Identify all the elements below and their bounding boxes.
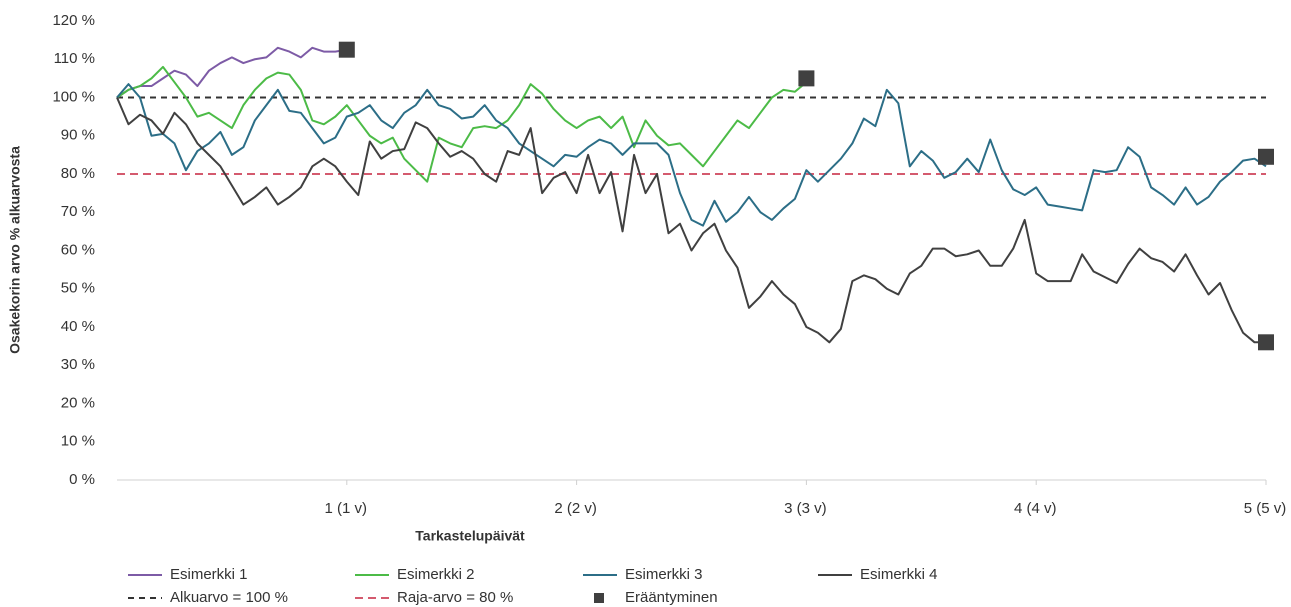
y-tick-label: 70 %: [61, 203, 95, 220]
maturity-marker: [338, 41, 355, 58]
y-tick-label: 120 %: [52, 12, 95, 29]
y-axis-label: Osakekorin arvo % alkuarvosta: [7, 146, 23, 354]
legend-label: Esimerkki 3: [625, 566, 703, 583]
maturity-marker: [798, 70, 815, 87]
series-line: [116, 97, 1266, 344]
legend-swatch: [594, 593, 604, 603]
legend-label: Alkuarvo = 100 %: [170, 589, 288, 606]
y-tick-label: 80 %: [61, 165, 95, 182]
y-tick-label: 20 %: [61, 394, 95, 411]
y-tick-label: 10 %: [61, 433, 95, 450]
x-tick-label: 1 (1 v): [325, 500, 368, 517]
y-tick-label: 100 %: [52, 88, 95, 105]
series-line: [116, 65, 808, 183]
series-line: [116, 83, 1267, 227]
legend-label: Esimerkki 4: [860, 566, 938, 583]
y-tick-label: 90 %: [61, 127, 95, 144]
y-tick-label: 0 %: [69, 471, 95, 488]
x-tick-label: 5 (5 v): [1244, 500, 1287, 517]
maturity-marker: [1258, 334, 1274, 351]
y-tick-label: 40 %: [61, 318, 95, 335]
series-line: [116, 46, 347, 99]
y-tick-label: 30 %: [61, 356, 95, 373]
x-tick-label: 4 (4 v): [1014, 500, 1057, 517]
y-tick-label: 60 %: [61, 241, 95, 258]
x-tick-label: 3 (3 v): [784, 500, 827, 517]
y-tick-label: 50 %: [61, 280, 95, 297]
legend-label: Erääntyminen: [625, 589, 718, 606]
y-tick-label: 110 %: [54, 50, 95, 67]
maturity-marker: [1258, 148, 1274, 165]
legend-label: Esimerkki 2: [397, 566, 475, 583]
legend-label: Esimerkki 1: [170, 566, 248, 583]
legend-label: Raja-arvo = 80 %: [397, 589, 513, 606]
x-tick-label: 2 (2 v): [554, 500, 597, 517]
x-axis-label: Tarkastelupäivät: [415, 528, 525, 544]
